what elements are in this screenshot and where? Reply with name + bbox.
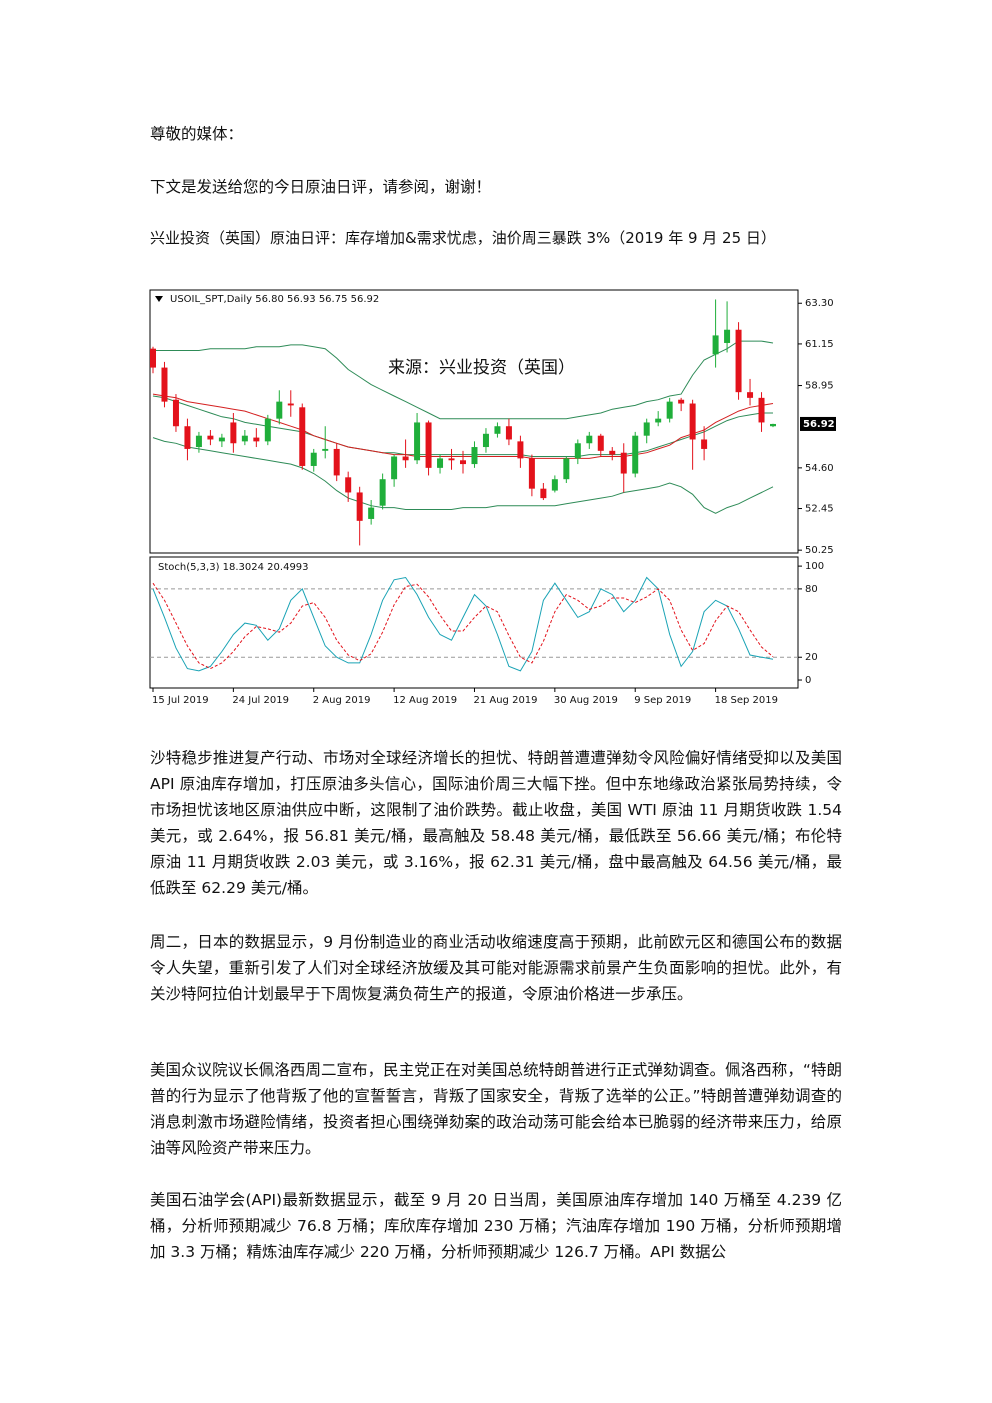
- candle-body: [586, 435, 593, 444]
- candle-body: [207, 435, 214, 440]
- candle-body: [218, 437, 225, 442]
- candle-body: [551, 479, 558, 491]
- source-note: 来源：兴业投资（英国）: [388, 358, 575, 378]
- headline: 兴业投资（英国）原油日评：库存增加&需求忧虑，油价周三暴跌 3%（2019 年 …: [150, 229, 776, 247]
- candle-body: [689, 403, 696, 440]
- candle-body: [655, 418, 662, 423]
- y-tick-label: 80: [805, 584, 818, 595]
- y-tick-label: 20: [805, 652, 818, 663]
- candle-body: [632, 435, 639, 474]
- price-marker: [800, 416, 836, 431]
- candle-body: [747, 392, 754, 398]
- candle-body: [150, 348, 156, 368]
- candle-body: [322, 448, 329, 451]
- x-tick-label: 24 Jul 2019: [232, 695, 289, 706]
- chart-title: USOIL_SPT,Daily 56.80 56.93 56.75 56.92: [170, 294, 379, 305]
- candle-body: [540, 488, 547, 499]
- candle-body: [310, 452, 317, 466]
- candle-body: [448, 458, 455, 461]
- paragraph: 美国众议院议长佩洛西周二宣布，民主党正在对美国总统特朗普进行正式弹劾调查。佩洛西…: [150, 1061, 842, 1157]
- candle-body: [528, 458, 535, 489]
- intro: 下文是发送给您的今日原油日评，请参阅，谢谢！: [150, 178, 492, 196]
- y-tick-label: 61.15: [805, 339, 834, 350]
- y-tick-label: 63.30: [805, 298, 834, 309]
- candle-body: [471, 447, 478, 465]
- x-tick-label: 9 Sep 2019: [634, 695, 691, 706]
- chart: 63.30 61.15 58.95 54.60 52.45 50.25 56.92 USOIL…: [149, 289, 836, 706]
- candle-body: [287, 403, 294, 406]
- y-tick-label: 0: [805, 675, 811, 686]
- candle-body: [724, 329, 731, 343]
- candle-body: [299, 407, 306, 466]
- candle-body: [379, 479, 386, 506]
- candle-body: [620, 452, 627, 474]
- candle-body: [574, 443, 581, 459]
- menu-arrow: [155, 296, 163, 302]
- candle-body: [482, 433, 489, 448]
- candle-body: [161, 367, 168, 402]
- candle-body: [597, 435, 604, 451]
- y-tick-label: 52.45: [805, 504, 834, 515]
- candle-body: [437, 458, 444, 468]
- candle-body: [735, 329, 742, 393]
- candle-body: [264, 418, 271, 442]
- candle-body: [184, 426, 191, 449]
- candle-body: [712, 335, 719, 355]
- candle-body: [333, 448, 340, 476]
- candle-body: [368, 507, 375, 519]
- candle-body: [563, 458, 570, 480]
- stoch-line: [152, 582, 774, 670]
- indicator-line: [153, 340, 774, 420]
- candle-body: [356, 492, 363, 521]
- stoch-panel: [149, 556, 799, 689]
- candle-body: [701, 439, 708, 449]
- candle-body: [494, 426, 501, 434]
- candle-body: [425, 422, 432, 468]
- candle-body: [241, 435, 248, 442]
- candle-body: [517, 441, 524, 459]
- greeting: 尊敬的媒体：: [150, 125, 244, 143]
- candle-body: [276, 401, 283, 419]
- y-tick-label: 100: [805, 561, 824, 572]
- candle-body: [230, 422, 237, 444]
- stoch-line: [152, 576, 774, 672]
- candle-body: [391, 456, 398, 480]
- price-panel: [149, 289, 799, 554]
- candle-body: [460, 460, 466, 465]
- candle-body: [678, 399, 685, 404]
- y-tick-label: 50.25: [805, 545, 834, 556]
- candle-body: [643, 422, 650, 436]
- candle-body: [609, 450, 616, 455]
- candle-body: [172, 399, 179, 427]
- candle-body: [402, 456, 409, 461]
- candle-body: [414, 422, 421, 461]
- candle-body: [758, 397, 765, 423]
- x-tick-label: 12 Aug 2019: [393, 695, 457, 706]
- paragraph: 周二，日本的数据显示，9 月份制造业的商业活动收缩速度高于预期，此前欧元区和德国…: [150, 933, 842, 1003]
- paragraph: 美国石油学会(API)最新数据显示，截至 9 月 20 日当周，美国原油库存增加…: [150, 1191, 842, 1261]
- candle-body: [505, 426, 512, 440]
- x-tick-label: 2 Aug 2019: [313, 695, 371, 706]
- price-marker-label: 56.92: [803, 419, 835, 430]
- x-tick-label: 30 Aug 2019: [554, 695, 618, 706]
- x-tick-label: 21 Aug 2019: [473, 695, 537, 706]
- indicator-line: [152, 437, 774, 514]
- paragraph: 沙特稳步推进复产行动、市场对全球经济增长的担忧、特朗普遭遭弹劾令风险偏好情绪受抑…: [150, 749, 842, 897]
- candle-body: [253, 437, 260, 442]
- candle-body: [666, 401, 673, 419]
- y-tick-label: 54.60: [805, 463, 834, 474]
- candle-body: [345, 477, 352, 493]
- x-tick-label: 18 Sep 2019: [715, 695, 778, 706]
- candle-body: [195, 435, 202, 448]
- y-tick-label: 58.95: [805, 381, 834, 392]
- x-tick-label: 15 Jul 2019: [152, 695, 209, 706]
- candle-body: [770, 423, 776, 427]
- chart-title: Stoch(5,3,3) 18.3024 20.4993: [158, 562, 309, 573]
